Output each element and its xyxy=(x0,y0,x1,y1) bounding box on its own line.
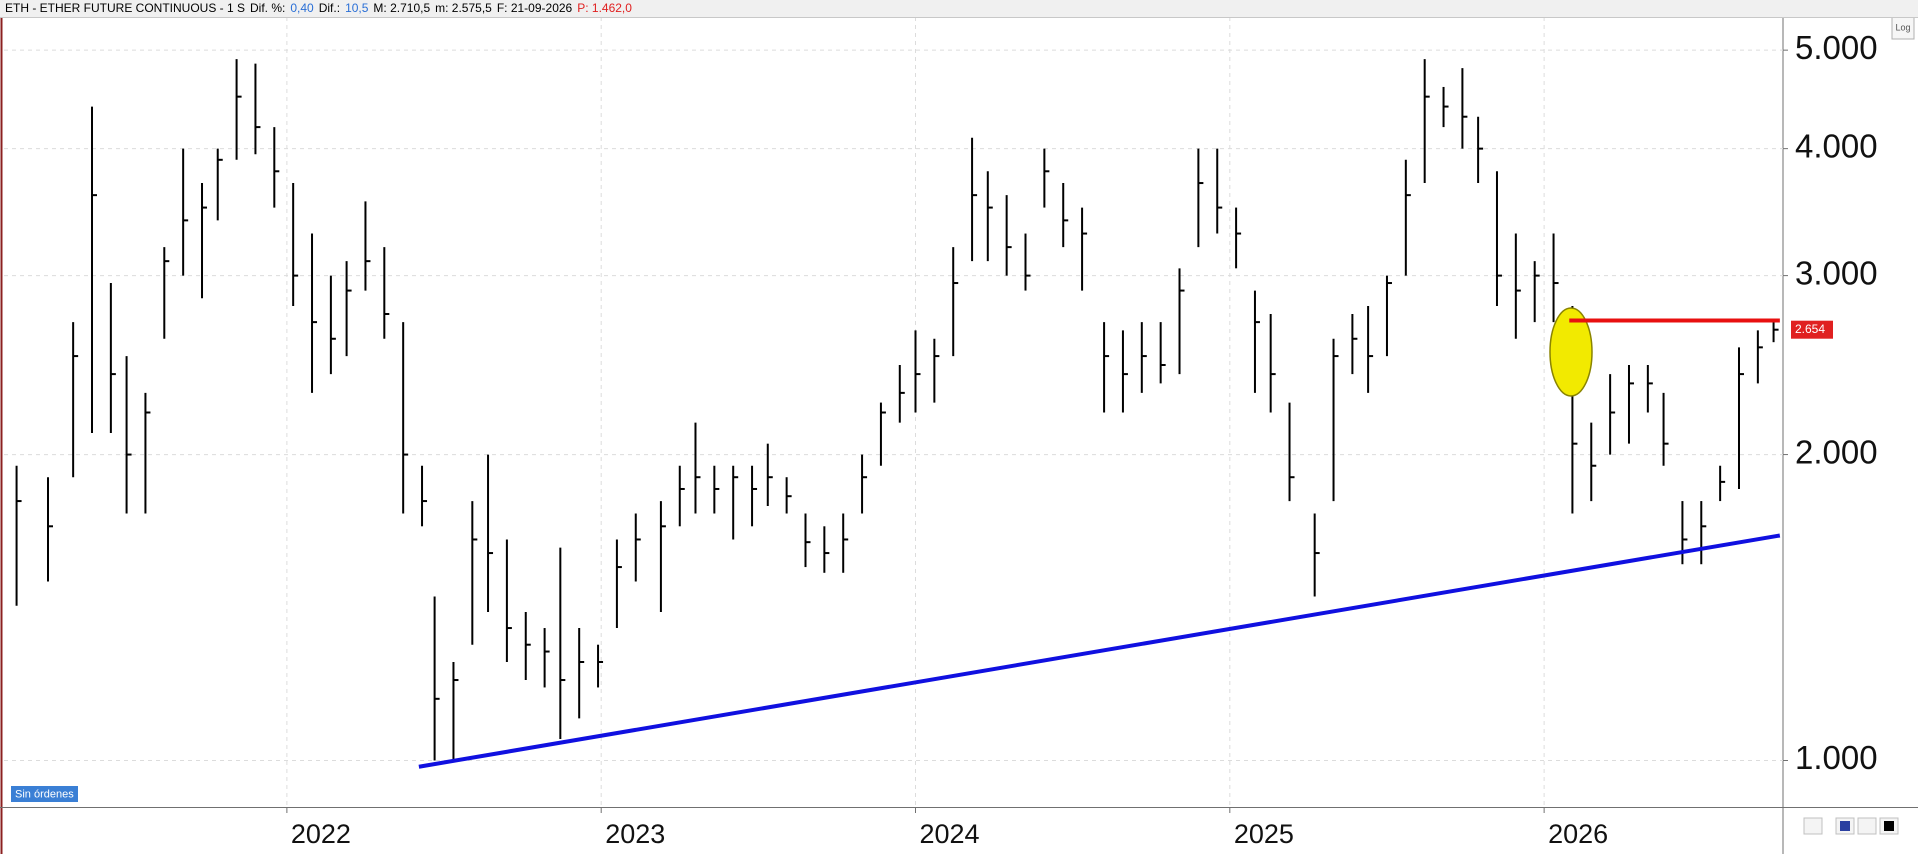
last-price-box xyxy=(1791,320,1833,339)
last-price-label: 2.654 xyxy=(1795,322,1825,336)
header-item: ETH - ETHER FUTURE CONTINUOUS - 1 S xyxy=(5,1,246,15)
y-tick-label: 1.000 xyxy=(1795,739,1878,776)
header-item: Dif.: xyxy=(318,1,341,15)
y-tick-label: 2.000 xyxy=(1795,433,1878,470)
header-item: Dif. %: xyxy=(250,1,286,15)
orders-label: Sin órdenes xyxy=(15,788,74,800)
y-axis-area xyxy=(1783,18,1918,854)
save-icon xyxy=(1840,821,1850,831)
axes: 1.000 2.000 3.000 4.000 5.000 2022 2023 2024 202… xyxy=(286,29,1878,849)
x-tick-label: 2024 xyxy=(920,819,980,849)
header-item: P: 1.462,0 xyxy=(577,1,632,15)
trend-lines xyxy=(418,318,1781,769)
tool-button[interactable] xyxy=(1857,817,1877,835)
price-bars xyxy=(15,59,1779,761)
y-tick-label: 3.000 xyxy=(1795,254,1878,291)
log-label: Log xyxy=(1895,22,1910,32)
y-tick-label: 5.000 xyxy=(1795,29,1878,66)
trend-line xyxy=(418,533,1781,769)
header-item: M: 2.710,5 xyxy=(373,1,431,15)
x-tick-label: 2022 xyxy=(291,819,351,849)
header-item: 0,40 xyxy=(290,1,314,15)
y-tick-label: 4.000 xyxy=(1795,127,1878,164)
orders-badge[interactable] xyxy=(11,786,78,802)
header-item: 10,5 xyxy=(345,1,369,15)
header-item: m: 2.575,5 xyxy=(435,1,492,15)
header-bar: ETH - ETHER FUTURE CONTINUOUS - 1 S Dif. … xyxy=(0,0,1918,18)
black-icon xyxy=(1884,821,1894,831)
tool-button[interactable] xyxy=(1803,817,1823,835)
highlight-ellipse xyxy=(1549,307,1593,397)
x-tick-label: 2025 xyxy=(1234,819,1294,849)
x-tick-label: 2023 xyxy=(605,819,665,849)
header-item: F: 21-09-2026 xyxy=(496,1,573,15)
x-tick-label: 2026 xyxy=(1548,819,1608,849)
